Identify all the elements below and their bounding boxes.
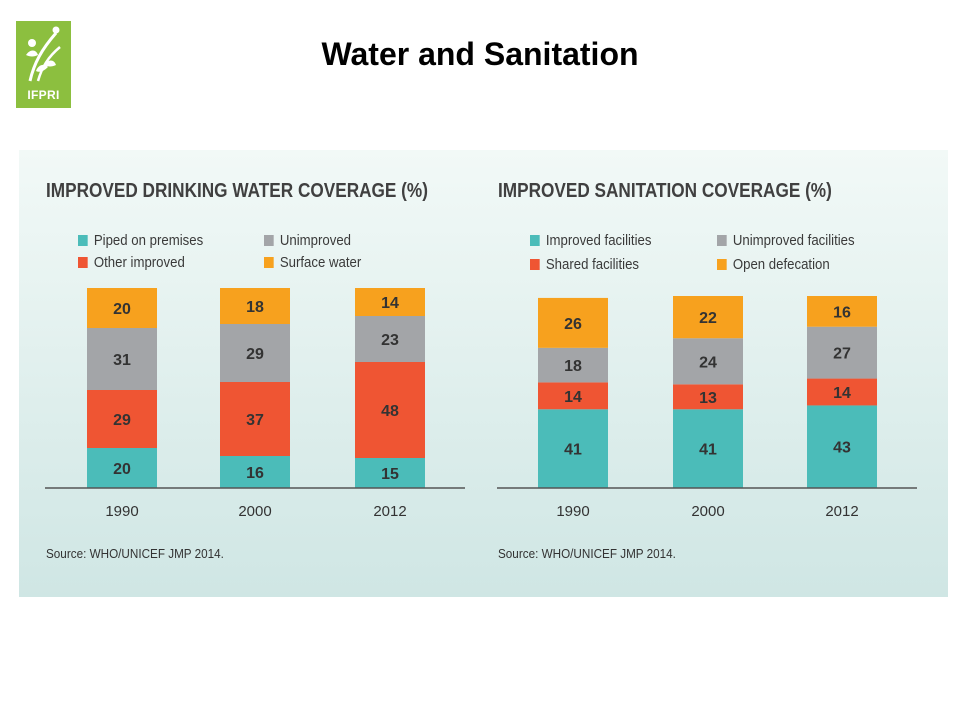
legend-swatch bbox=[78, 235, 88, 246]
water-chart-title: IMPROVED DRINKING WATER COVERAGE (%) bbox=[46, 180, 428, 202]
sanitation-tick-label-2012: 2012 bbox=[825, 503, 858, 520]
sanitation-data-label: 16 bbox=[833, 304, 851, 321]
sanitation-chart-title: IMPROVED SANITATION COVERAGE (%) bbox=[498, 180, 832, 202]
water-bar-1990-unimproved bbox=[87, 328, 157, 390]
water-data-label: 14 bbox=[381, 295, 399, 312]
sanitation-bar-2000-improved-facilities bbox=[673, 409, 743, 488]
sanitation-data-label: 18 bbox=[564, 358, 582, 375]
sanitation-data-label: 24 bbox=[699, 354, 717, 371]
water-data-label: 31 bbox=[113, 352, 131, 369]
water-bar-1990-surface-water bbox=[87, 288, 157, 328]
legend-item-surface-water: Surface water bbox=[264, 254, 361, 271]
sanitation-bar-1990-shared-facilities bbox=[538, 382, 608, 410]
water-coverage-chart: 20 29 31 20 1990 16 37 29 18 2000 15 48 23 14 2012 bbox=[45, 288, 465, 520]
legend-swatch bbox=[264, 257, 274, 268]
water-bar-2012-piped-on-premises bbox=[355, 458, 425, 488]
sanitation-coverage-chart: 41 14 18 26 1990 41 13 24 22 2000 43 14 27 16 2012 bbox=[497, 296, 917, 520]
ifpri-logo-icon bbox=[26, 26, 61, 82]
water-bar-2000-piped-on-premises bbox=[220, 456, 290, 488]
water-data-label: 20 bbox=[113, 461, 131, 478]
legend-item-improved-facilities: Improved facilities bbox=[530, 232, 651, 249]
water-bar-2000-unimproved bbox=[220, 324, 290, 382]
water-data-label: 37 bbox=[246, 412, 264, 429]
water-bar-2012-unimproved bbox=[355, 316, 425, 362]
sanitation-bar-2012-unimproved-facilities bbox=[807, 326, 877, 379]
water-bar-1990-other-improved bbox=[87, 390, 157, 448]
water-bar-1990-piped-on-premises bbox=[87, 448, 157, 488]
water-data-label: 15 bbox=[381, 466, 399, 483]
charts-panel: IMPROVED DRINKING WATER COVERAGE (%) Pip… bbox=[19, 150, 948, 597]
water-bar-2012-other-improved bbox=[355, 362, 425, 458]
sanitation-bar-2012-shared-facilities bbox=[807, 378, 877, 406]
water-tick-label-2012: 2012 bbox=[373, 503, 406, 520]
sanitation-tick-label-1990: 1990 bbox=[556, 503, 589, 520]
sanitation-bar-2012-improved-facilities bbox=[807, 405, 877, 488]
water-source-note: Source: WHO/UNICEF JMP 2014. bbox=[46, 546, 224, 561]
sanitation-bar-2000-shared-facilities bbox=[673, 384, 743, 410]
page-title: Water and Sanitation bbox=[321, 36, 639, 72]
water-bar-2000-other-improved bbox=[220, 382, 290, 456]
legend-swatch bbox=[530, 235, 540, 246]
legend-item-open-defecation: Open defecation bbox=[717, 256, 830, 273]
water-bar-2000-surface-water bbox=[220, 288, 290, 324]
legend-swatch bbox=[717, 259, 727, 270]
sanitation-source-note: Source: WHO/UNICEF JMP 2014. bbox=[498, 546, 676, 561]
water-data-label: 18 bbox=[246, 299, 264, 316]
legend-swatch bbox=[264, 235, 274, 246]
water-data-label: 23 bbox=[381, 332, 399, 349]
sanitation-data-label: 22 bbox=[699, 310, 717, 327]
legend-swatch bbox=[717, 235, 727, 246]
water-data-label: 29 bbox=[113, 412, 131, 429]
water-tick-label-2000: 2000 bbox=[238, 503, 271, 520]
logo-text: IFPRI bbox=[27, 88, 60, 102]
sanitation-bar-1990-improved-facilities bbox=[538, 409, 608, 488]
sanitation-data-label: 43 bbox=[833, 440, 851, 457]
legend-swatch bbox=[530, 259, 540, 270]
sanitation-data-label: 27 bbox=[833, 346, 851, 363]
legend-item-piped: Piped on premises bbox=[78, 232, 203, 249]
water-tick-label-1990: 1990 bbox=[105, 503, 138, 520]
sanitation-data-label: 26 bbox=[564, 316, 582, 333]
sanitation-bar-1990-open-defecation bbox=[538, 297, 608, 348]
sanitation-data-label: 14 bbox=[564, 389, 582, 406]
water-data-label: 16 bbox=[246, 465, 264, 482]
sanitation-tick-label-2000: 2000 bbox=[691, 503, 724, 520]
legend-item-unimproved-facilities: Unimproved facilities bbox=[717, 232, 855, 249]
sanitation-bar-2000-open-defecation bbox=[673, 296, 743, 339]
ifpri-logo: IFPRI bbox=[16, 21, 71, 108]
legend-item-other-improved: Other improved bbox=[78, 254, 185, 271]
sanitation-data-label: 41 bbox=[564, 442, 582, 459]
sanitation-bar-1990-unimproved-facilities bbox=[538, 347, 608, 383]
legend-swatch bbox=[78, 257, 88, 268]
water-bar-2012-surface-water bbox=[355, 288, 425, 316]
legend-item-unimproved: Unimproved bbox=[264, 232, 351, 249]
sanitation-bar-2000-unimproved-facilities bbox=[673, 338, 743, 385]
sanitation-data-label: 41 bbox=[699, 442, 717, 459]
water-data-label: 29 bbox=[246, 346, 264, 363]
water-data-label: 20 bbox=[113, 301, 131, 318]
sanitation-bar-2012-open-defecation bbox=[807, 296, 877, 327]
sanitation-data-label: 14 bbox=[833, 385, 851, 402]
sanitation-data-label: 13 bbox=[699, 390, 717, 407]
legend-item-shared-facilities: Shared facilities bbox=[530, 256, 639, 273]
water-data-label: 48 bbox=[381, 403, 399, 420]
